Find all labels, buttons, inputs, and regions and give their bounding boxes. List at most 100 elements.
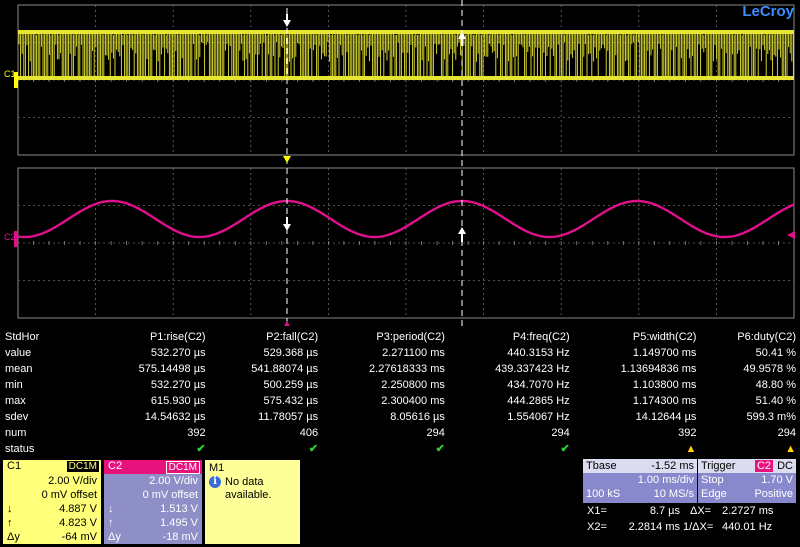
- measurement-value: 575.432 µs: [263, 395, 319, 407]
- measurement-value: 8.05616 µs: [390, 411, 445, 423]
- cursor-x1-value: 8.7 µs: [649, 505, 680, 517]
- warning-icon: ▲: [785, 443, 796, 455]
- timebase-label: Tbase: [586, 460, 617, 472]
- measurement-value: 575.14498 µs: [138, 363, 206, 375]
- c2-coupling-badge: DC1M: [165, 461, 200, 474]
- measurement-value: 599.3 m%: [746, 411, 796, 423]
- timebase-samples: 100 kS: [586, 488, 621, 500]
- measurement-value: 1.103800 ms: [632, 379, 697, 391]
- status-icon: ✔: [97, 441, 210, 457]
- c1-trace: [18, 30, 794, 80]
- c1-ground-marker-icon: [14, 72, 18, 88]
- measurement-value: 392: [678, 427, 697, 439]
- brand-logo: LeCroy: [742, 3, 794, 20]
- trigger-descriptor[interactable]: Trigger C2 DC Stop 1.70 V Edge Positive: [698, 459, 796, 503]
- trigger-source-badge: C2: [754, 460, 774, 472]
- timebase-descriptor[interactable]: Tbase -1.52 ms 1.00 ms/div 100 kS 10 MS/…: [583, 459, 697, 503]
- param-header-p1[interactable]: P1:rise(C2): [149, 331, 206, 343]
- measurement-value: 615.930 µs: [150, 395, 206, 407]
- param-header-p5[interactable]: P5:width(C2): [632, 331, 697, 343]
- trigger-level: 1.70 V: [761, 474, 793, 486]
- c1-down-arrow-icon: ↓: [7, 503, 13, 515]
- row-label: num: [5, 427, 27, 439]
- measurement-value: 294: [551, 427, 570, 439]
- trigger-level-marker-icon: [787, 231, 795, 239]
- measurement-row-num: num 392 406 294 294 392 294: [0, 425, 800, 441]
- waveform-display[interactable]: LeCroy C1 C2: [0, 0, 800, 328]
- cursor-x2-label: X2=: [587, 521, 607, 533]
- status-icon: ✔: [322, 441, 449, 457]
- warning-icon: ▲: [685, 443, 697, 455]
- measurement-value: 14.54632 µs: [144, 411, 206, 423]
- measurement-row-value: value 532.270 µs 529.368 µs 2.271100 ms 440.…: [0, 345, 800, 361]
- cursor-down-arrow-icon: [283, 224, 291, 231]
- measurement-value: 500.259 µs: [263, 379, 319, 391]
- c2-trace-label: C2: [4, 232, 16, 242]
- measurement-value: 532.270 µs: [150, 347, 206, 359]
- c1-descriptor[interactable]: C1 DC1M 2.00 V/div 0 mV offset ↓ 4.887 V …: [3, 460, 101, 544]
- measurement-value: 50.41 %: [755, 347, 796, 359]
- param-header-p2[interactable]: P2:fall(C2): [266, 331, 319, 343]
- trigger-label: Trigger: [701, 460, 736, 472]
- c1-up-value: 4.823 V: [59, 517, 97, 529]
- trigger-type: Edge: [701, 488, 727, 500]
- measurement-value: 1.174300 ms: [632, 395, 697, 407]
- row-label: value: [5, 347, 32, 359]
- m1-descriptor[interactable]: M1 i No data available.: [205, 460, 300, 544]
- measurement-value: 48.80 %: [755, 379, 796, 391]
- timebase-delay: -1.52 ms: [651, 460, 694, 472]
- measurement-value: 440.3153 Hz: [507, 347, 570, 359]
- measurement-row-sdev: sdev 14.54632 µs 11.78057 µs 8.05616 µs 1.55…: [0, 409, 800, 425]
- grid-bottom: [17, 167, 795, 319]
- param-header-p4[interactable]: P4:freq(C2): [512, 331, 570, 343]
- measurement-corner-label[interactable]: StdHor: [5, 331, 40, 343]
- c1-coupling-badge: DC1M: [66, 461, 99, 472]
- measurement-value: 1.13694836 ms: [620, 363, 697, 375]
- c1-title: C1: [7, 460, 22, 472]
- c2-descriptor[interactable]: C2 DC1M 2.00 V/div 0 mV offset ↓ 1.513 V …: [104, 460, 202, 544]
- status-icon: ✔: [449, 441, 574, 457]
- c2-trace: [17, 199, 795, 239]
- measurement-value: 2.250800 ms: [381, 379, 445, 391]
- trigger-slope: Positive: [754, 488, 793, 500]
- cursor-dx-label: ΔX=: [690, 505, 712, 517]
- info-icon: i: [209, 476, 221, 488]
- c2-title: C2: [108, 460, 123, 472]
- c2-ground-marker-icon: [14, 231, 18, 247]
- c1-trace-label: C1: [4, 69, 16, 79]
- measurement-value: 2.27618333 ms: [369, 363, 445, 375]
- c2-down-arrow-icon: ↓: [108, 503, 114, 515]
- cursor-inv-dx-value: 440.01 Hz: [722, 521, 773, 533]
- measurement-table: StdHor P1:rise(C2) P2:fall(C2) P3:period…: [0, 329, 800, 457]
- row-label: min: [5, 379, 23, 391]
- c2-delta-y-value: -18 mV: [162, 531, 198, 543]
- cursor-x1-label: X1=: [587, 505, 607, 517]
- check-icon: ✔: [308, 443, 319, 455]
- c1-offset: 0 mV offset: [41, 489, 97, 501]
- measurement-value: 294: [426, 427, 445, 439]
- c1-vdiv: 2.00 V/div: [48, 475, 97, 487]
- row-label: max: [5, 395, 26, 407]
- measurement-value: 2.271100 ms: [382, 347, 445, 359]
- measurement-value: 392: [187, 427, 206, 439]
- cursor-dx-value: 2.2727 ms: [722, 505, 774, 517]
- measurement-row-max: max 615.930 µs 575.432 µs 2.300400 ms 444.28…: [0, 393, 800, 409]
- c2-down-value: 1.513 V: [160, 503, 198, 515]
- trigger-time-marker-icon: [283, 321, 291, 328]
- check-icon: ✔: [435, 443, 445, 455]
- row-label: sdev: [5, 411, 29, 423]
- measurement-value: 444.2865 Hz: [507, 395, 570, 407]
- c2-up-value: 1.495 V: [160, 517, 198, 529]
- param-header-p3[interactable]: P3:period(C2): [376, 331, 445, 343]
- measurement-header-row: StdHor P1:rise(C2) P2:fall(C2) P3:period…: [0, 329, 800, 345]
- trigger-mode: Stop: [701, 474, 724, 486]
- measurement-value: 439.337423 Hz: [495, 363, 570, 375]
- param-header-p6[interactable]: P6:duty(C2): [737, 331, 796, 343]
- timebase-rate: 10 MS/s: [653, 488, 694, 500]
- measurement-value: 1.149700 ms: [632, 347, 697, 359]
- measurement-value: 532.270 µs: [150, 379, 206, 391]
- measurement-value: 294: [777, 427, 796, 439]
- timebase-tdiv: 1.00 ms/div: [637, 474, 694, 486]
- cursor-x1-readout: X1=: [587, 505, 607, 517]
- trigger-time-marker-icon: [283, 156, 291, 163]
